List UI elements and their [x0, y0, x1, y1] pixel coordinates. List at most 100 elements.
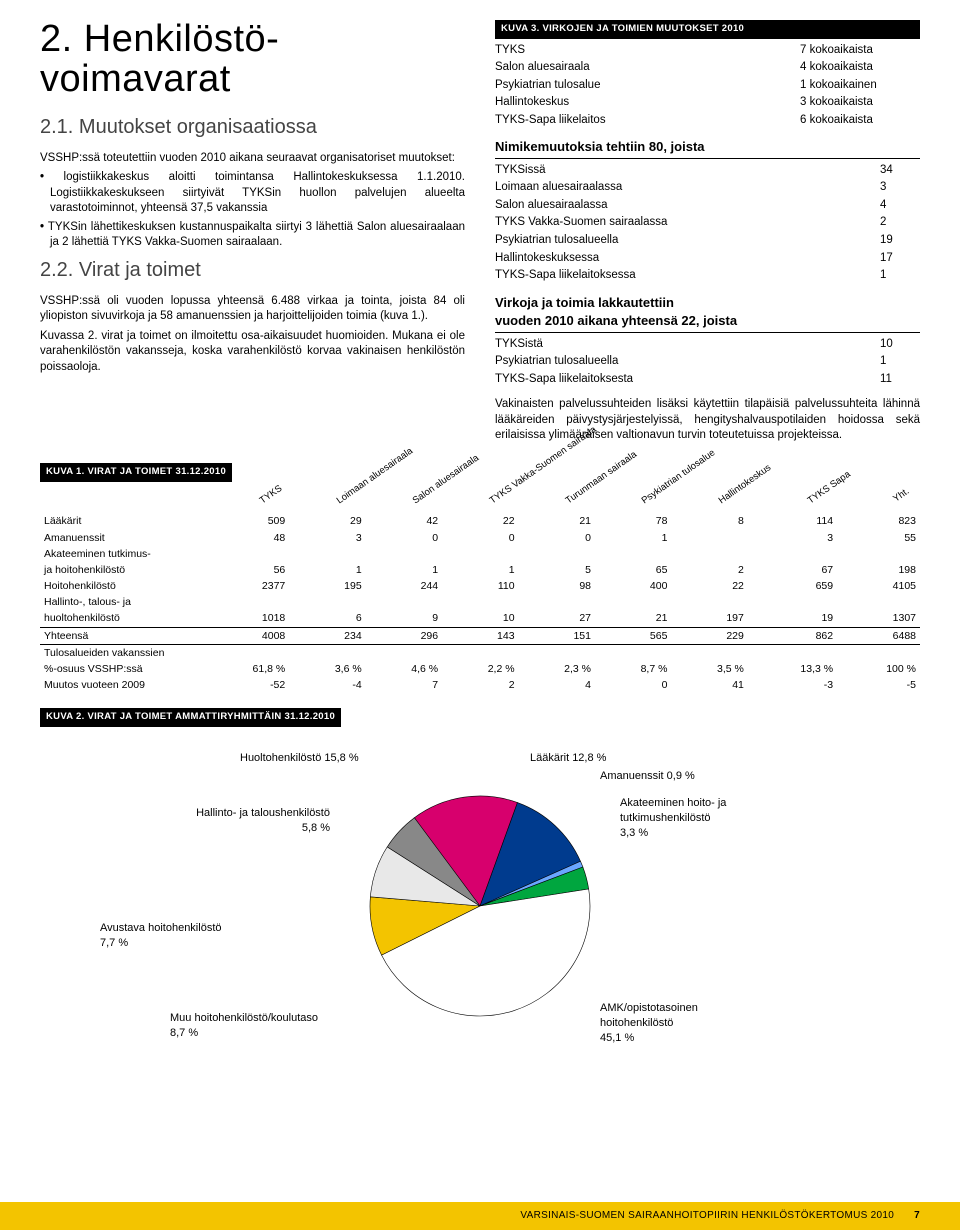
- table-cell: 19: [748, 610, 837, 627]
- pie-label-text: 45,1 %: [600, 1032, 634, 1044]
- table-cell: 143: [442, 627, 518, 644]
- table-cell: 21: [519, 513, 595, 529]
- table-cell: 3,6 %: [289, 661, 365, 677]
- pie-label-akat: Akateeminen hoito- ja tutkimushenkilöstö…: [620, 796, 726, 841]
- pie-label-text: Muu hoitohenkilöstö/koulutaso: [170, 1012, 318, 1024]
- table-row: Hoitohenkilöstö2377195244110984002265941…: [40, 578, 920, 594]
- list-value: 34: [880, 163, 920, 179]
- table-cell: [289, 546, 365, 562]
- table-cell: 98: [519, 578, 595, 594]
- list-value: 6 kokoaikaista: [800, 113, 920, 129]
- table-cell: [442, 594, 518, 610]
- list-row: Psykiatrian tulosalueella1: [495, 354, 920, 370]
- kuva2-header: KUVA 2. VIRAT JA TOIMET AMMATTIRYHMITTÄI…: [40, 708, 341, 727]
- table-cell: 9: [366, 610, 442, 627]
- table-cell: [289, 644, 365, 661]
- table-cell: [837, 644, 920, 661]
- column-right: KUVA 3. VIRKOJEN JA TOIMIEN MUUTOKSET 20…: [495, 20, 920, 448]
- table-row: Amanuenssit4830001355: [40, 530, 920, 546]
- table-cell: 67: [748, 562, 837, 578]
- table-cell: 29: [289, 513, 365, 529]
- table-row-label: Akateeminen tutkimus-: [40, 546, 200, 562]
- table-cell: 400: [595, 578, 671, 594]
- list-row: Psykiatrian tulosalue1 kokoaikainen: [495, 78, 920, 94]
- list-label: TYKSistä: [495, 337, 880, 353]
- table-cell: 659: [748, 578, 837, 594]
- table-cell: 1: [289, 562, 365, 578]
- list-row: TYKS-Sapa liikelaitoksessa1: [495, 268, 920, 284]
- table-cell: 61,8 %: [200, 661, 289, 677]
- table-row: Hallinto-, talous- ja: [40, 594, 920, 610]
- table-cell: 114: [748, 513, 837, 529]
- list-label: Loimaan aluesairaalassa: [495, 180, 880, 196]
- table-cell: -5: [837, 677, 920, 693]
- list-value: 1: [880, 354, 920, 370]
- page-footer: VARSINAIS-SUOMEN SAIRAANHOITOPIIRIN HENK…: [0, 1202, 960, 1230]
- table-cell: 55: [837, 530, 920, 546]
- footer-page-number: 7: [914, 1209, 920, 1223]
- pie-label-text: Akateeminen hoito- ja: [620, 797, 726, 809]
- table-col-header: Yht.: [889, 485, 913, 507]
- list-value: 4: [880, 198, 920, 214]
- bullet-2: TYKSin lähettikeskuksen kustannuspaikalt…: [40, 220, 465, 251]
- list-row: Psykiatrian tulosalueella19: [495, 233, 920, 249]
- list-row: Hallintokeskus3 kokoaikaista: [495, 95, 920, 111]
- pie-label-text: tutkimushenkilöstö: [620, 812, 711, 824]
- table-cell: 2,2 %: [442, 661, 518, 677]
- table-row-label: huoltohenkilöstö: [40, 610, 200, 627]
- pie-label-text: hoitohenkilöstö: [600, 1017, 673, 1029]
- kuva1-table: TYKSLoimaan aluesairaalaSalon aluesairaa…: [40, 492, 920, 694]
- pie-label-muu: Muu hoitohenkilöstö/koulutaso 8,7 %: [170, 1011, 318, 1041]
- table-cell: 5: [519, 562, 595, 578]
- table-cell: [200, 546, 289, 562]
- table-row: Tulosalueiden vakanssien: [40, 644, 920, 661]
- table-cell: 6488: [837, 627, 920, 644]
- table-cell: [837, 594, 920, 610]
- table-cell: [837, 546, 920, 562]
- table-cell: 151: [519, 627, 595, 644]
- list-row: Salon aluesairaalassa4: [495, 198, 920, 214]
- table-cell: 7: [366, 677, 442, 693]
- list-row: TYKSistä10: [495, 337, 920, 353]
- table-cell: [519, 546, 595, 562]
- table-row: Akateeminen tutkimus-: [40, 546, 920, 562]
- table-cell: [200, 594, 289, 610]
- table-cell: 78: [595, 513, 671, 529]
- table-cell: 27: [519, 610, 595, 627]
- table-cell: [748, 594, 837, 610]
- list-row: TYKS7 kokoaikaista: [495, 43, 920, 59]
- pie-svg: [365, 791, 595, 1021]
- table-cell: [595, 644, 671, 661]
- table-cell: 8,7 %: [595, 661, 671, 677]
- pie-label-text: AMK/opistotasoinen: [600, 1002, 698, 1014]
- section-22-heading: 2.2. Virat ja toimet: [40, 257, 465, 284]
- table-cell: 509: [200, 513, 289, 529]
- pie-label-aman: Amanuenssit 0,9 %: [600, 769, 695, 784]
- kuva3-para: Vakinaisten palvelussuhteiden lisäksi kä…: [495, 397, 920, 444]
- kuva3-main-list: TYKS7 kokoaikaistaSalon aluesairaala4 ko…: [495, 43, 920, 129]
- list-row: Hallintokeskuksessa17: [495, 251, 920, 267]
- pie-label-text: 7,7 %: [100, 937, 128, 949]
- table-cell: 0: [366, 530, 442, 546]
- table-cell: 2: [442, 677, 518, 693]
- table-cell: 56: [200, 562, 289, 578]
- table-cell: [289, 594, 365, 610]
- table-cell: [595, 546, 671, 562]
- table-cell: -3: [748, 677, 837, 693]
- table-row-label: Muutos vuoteen 2009: [40, 677, 200, 693]
- table-cell: 21: [595, 610, 671, 627]
- footer-text: VARSINAIS-SUOMEN SAIRAANHOITOPIIRIN HENK…: [520, 1209, 894, 1223]
- table-row-label: %-osuus VSSHP:ssä: [40, 661, 200, 677]
- table-row: huoltohenkilöstö101869102721197191307: [40, 610, 920, 627]
- kuva1-header: KUVA 1. VIRAT JA TOIMET 31.12.2010: [40, 463, 232, 482]
- table-cell: [748, 644, 837, 661]
- table-cell: [519, 594, 595, 610]
- table-cell: 1018: [200, 610, 289, 627]
- table-row-label: Amanuenssit: [40, 530, 200, 546]
- list-value: 7 kokoaikaista: [800, 43, 920, 59]
- table-row: Yhteensä40082342961431515652298626488: [40, 627, 920, 644]
- list-value: 1 kokoaikainen: [800, 78, 920, 94]
- pie-label-text: Hallinto- ja taloushenkilöstö: [196, 807, 330, 819]
- table-row-label: Hallinto-, talous- ja: [40, 594, 200, 610]
- table-cell: 4,6 %: [366, 661, 442, 677]
